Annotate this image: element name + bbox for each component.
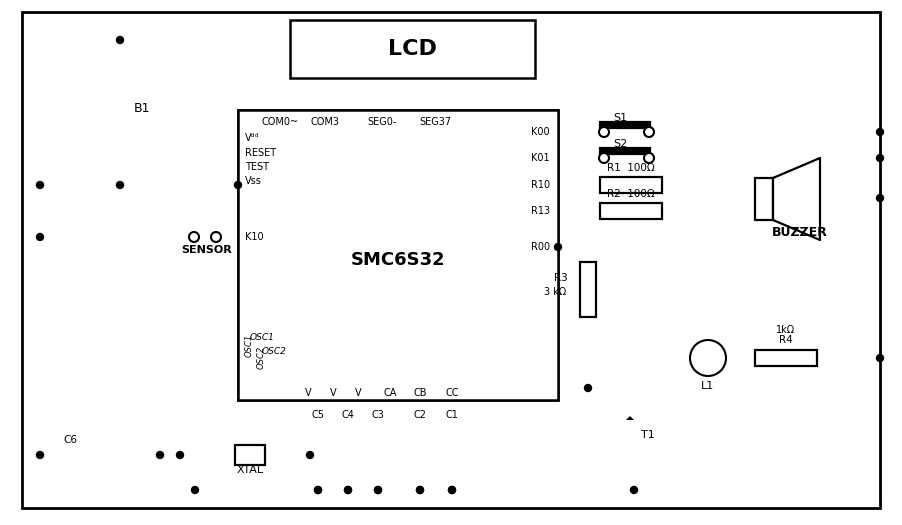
Bar: [600, 177, 662, 193]
Circle shape: [690, 340, 726, 376]
Circle shape: [116, 37, 124, 44]
Text: CA: CA: [383, 388, 397, 398]
Circle shape: [877, 129, 883, 135]
Text: OSC1: OSC1: [250, 333, 275, 342]
Text: S2: S2: [612, 139, 627, 149]
Text: C4: C4: [342, 410, 354, 420]
Text: B1: B1: [133, 101, 151, 114]
Bar: [238, 110, 558, 400]
Text: K00: K00: [531, 127, 550, 137]
Circle shape: [177, 452, 183, 458]
Text: C3: C3: [372, 410, 384, 420]
Circle shape: [599, 127, 609, 137]
Circle shape: [235, 182, 242, 188]
Text: R00: R00: [531, 242, 550, 252]
Text: COM0~: COM0~: [262, 117, 299, 127]
Bar: [290, 20, 535, 78]
Text: SEG0-: SEG0-: [367, 117, 397, 127]
Bar: [235, 445, 265, 465]
Circle shape: [36, 182, 43, 188]
Text: TEST: TEST: [245, 162, 269, 172]
Text: COM3: COM3: [310, 117, 339, 127]
Text: V: V: [354, 388, 362, 398]
Circle shape: [315, 487, 321, 493]
Bar: [600, 203, 662, 219]
Circle shape: [448, 487, 456, 493]
Circle shape: [877, 194, 883, 202]
Text: LCD: LCD: [388, 39, 437, 59]
Circle shape: [36, 452, 43, 458]
Circle shape: [417, 487, 424, 493]
Text: R3: R3: [554, 273, 568, 283]
Text: S1: S1: [613, 113, 627, 123]
Text: CC: CC: [446, 388, 459, 398]
Text: RESET: RESET: [245, 148, 276, 158]
Text: Vss: Vss: [245, 176, 262, 186]
Circle shape: [644, 127, 654, 137]
Text: C5: C5: [311, 410, 325, 420]
Text: K01: K01: [531, 153, 550, 163]
Circle shape: [584, 384, 592, 392]
Text: BUZZER: BUZZER: [772, 226, 828, 238]
Text: OSC2: OSC2: [262, 348, 287, 356]
Text: L1: L1: [702, 381, 714, 391]
Text: C6: C6: [63, 435, 77, 445]
Circle shape: [599, 153, 609, 163]
Text: T1: T1: [641, 430, 655, 440]
Circle shape: [345, 487, 352, 493]
Circle shape: [374, 487, 382, 493]
Text: 1kΩ: 1kΩ: [777, 325, 796, 335]
Text: SMC6S32: SMC6S32: [351, 251, 446, 269]
Text: OSC2: OSC2: [256, 345, 265, 369]
Text: R13: R13: [531, 206, 550, 216]
Circle shape: [555, 244, 562, 250]
Text: R10: R10: [531, 180, 550, 190]
Text: SEG37: SEG37: [419, 117, 451, 127]
Text: C1: C1: [446, 410, 458, 420]
Bar: [755, 350, 817, 366]
Bar: [755, 178, 773, 220]
Circle shape: [157, 452, 163, 458]
Circle shape: [877, 154, 883, 162]
Text: R2  100Ω: R2 100Ω: [607, 189, 655, 199]
Circle shape: [630, 487, 638, 493]
Text: CB: CB: [413, 388, 427, 398]
Text: 3 kΩ: 3 kΩ: [544, 287, 566, 297]
Text: V: V: [305, 388, 311, 398]
Text: V: V: [330, 388, 336, 398]
Text: SENSOR: SENSOR: [181, 245, 233, 255]
Polygon shape: [773, 158, 820, 240]
Circle shape: [307, 452, 314, 458]
Circle shape: [36, 234, 43, 240]
Text: OSC1: OSC1: [244, 333, 253, 356]
Text: K10: K10: [245, 232, 263, 242]
Circle shape: [116, 182, 124, 188]
Circle shape: [315, 487, 321, 493]
Circle shape: [189, 232, 199, 242]
Text: R1  100Ω: R1 100Ω: [607, 163, 655, 173]
Circle shape: [448, 487, 456, 493]
Bar: [600, 148, 650, 154]
Bar: [600, 122, 650, 128]
Text: C2: C2: [413, 410, 427, 420]
Bar: [580, 262, 596, 317]
Text: XTAL: XTAL: [236, 465, 263, 475]
Circle shape: [644, 153, 654, 163]
Bar: [238, 110, 558, 400]
Circle shape: [345, 487, 352, 493]
Text: Vᵈᵈ: Vᵈᵈ: [245, 133, 260, 143]
Circle shape: [417, 487, 424, 493]
Circle shape: [877, 354, 883, 362]
Circle shape: [191, 487, 198, 493]
Text: R4: R4: [779, 335, 793, 345]
Circle shape: [211, 232, 221, 242]
Circle shape: [374, 487, 382, 493]
Polygon shape: [626, 416, 634, 420]
